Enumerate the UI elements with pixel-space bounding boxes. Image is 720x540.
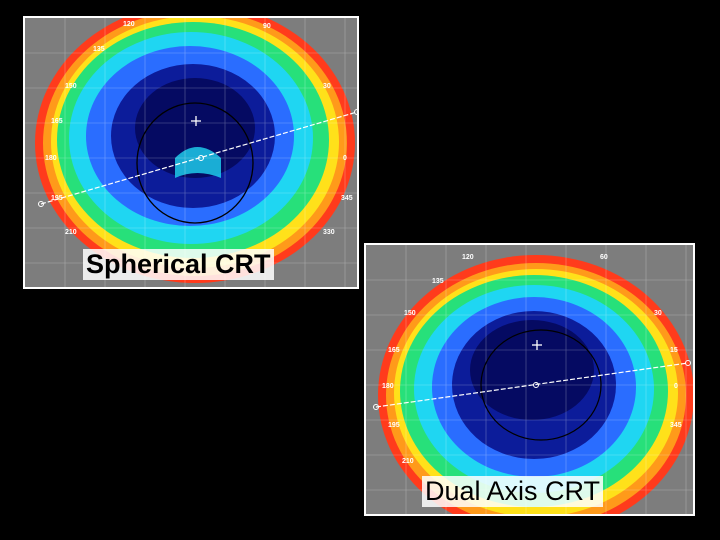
scale-label: 120 [462, 254, 474, 261]
scale-label: 195 [51, 195, 63, 202]
scale-label: 165 [388, 347, 400, 354]
scale-label: 210 [65, 229, 77, 236]
scale-label: 150 [65, 83, 77, 90]
scale-label: 210 [402, 458, 414, 465]
scale-label: 60 [600, 254, 608, 261]
caption-spherical-crt: Spherical CRT [83, 249, 274, 280]
topography-map-spherical: 120 90 135 150 165 180 195 210 30 0 345 … [23, 16, 359, 289]
scale-label: 0 [343, 155, 347, 162]
scale-label: 135 [432, 278, 444, 285]
scale-label: 120 [123, 21, 135, 28]
scale-label: 30 [654, 310, 662, 317]
scale-label: 180 [45, 155, 57, 162]
scale-label: 135 [93, 46, 105, 53]
topography-map-dual-axis: 120 60 135 150 165 180 195 210 30 15 0 3… [364, 243, 695, 516]
scale-label: 90 [263, 23, 271, 30]
scale-label: 330 [323, 229, 335, 236]
spherical-map-graphic: 120 90 135 150 165 180 195 210 30 0 345 … [25, 18, 357, 287]
scale-label: 150 [404, 310, 416, 317]
scale-label: 15 [670, 347, 678, 354]
scale-label: 180 [382, 383, 394, 390]
scale-label: 345 [341, 195, 353, 202]
scale-label: 0 [674, 383, 678, 390]
scale-label: 30 [323, 83, 331, 90]
scale-label: 195 [388, 422, 400, 429]
scale-label: 345 [670, 422, 682, 429]
caption-dual-axis-crt: Dual Axis CRT [422, 476, 604, 507]
dual-axis-map-graphic: 120 60 135 150 165 180 195 210 30 15 0 3… [366, 245, 693, 514]
scale-label: 165 [51, 118, 63, 125]
